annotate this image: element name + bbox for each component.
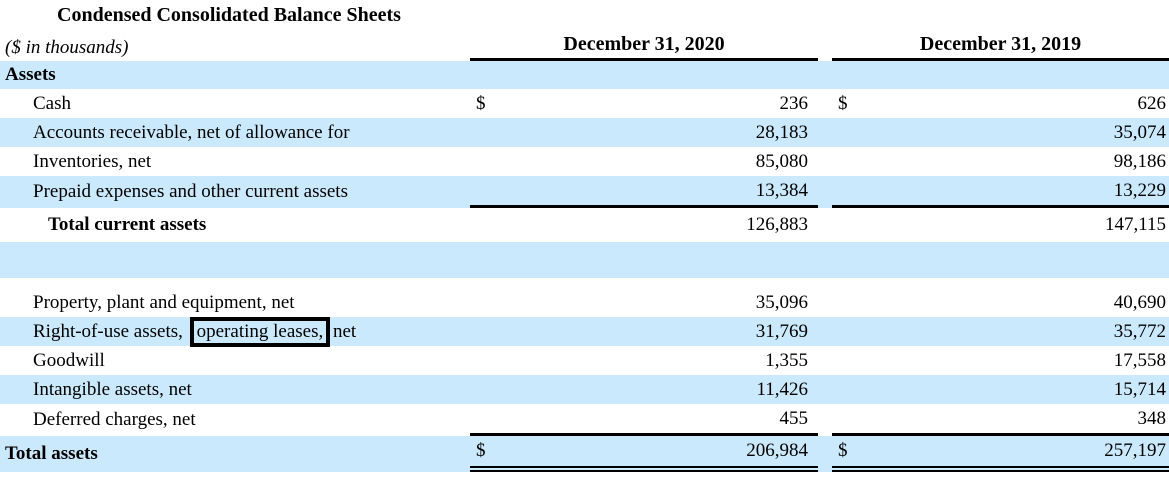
units-note: ($ in thousands)	[5, 37, 129, 58]
value-2020: 11,426	[756, 378, 808, 400]
currency-symbol: $	[476, 440, 486, 461]
row-label-suffix: net	[333, 320, 357, 342]
column-header-2020: December 31, 2020	[470, 30, 818, 61]
row-label: Accounts receivable, net of allowance fo…	[33, 121, 350, 143]
column-header-2019: December 31, 2019	[832, 30, 1169, 61]
value-2020: 35,096	[755, 291, 808, 313]
row-label-prefix: Right-of-use assets,	[33, 320, 183, 342]
row-label: Cash	[33, 92, 71, 114]
table-header-row: ($ in thousands) December 31, 2020 Decem…	[0, 30, 1169, 61]
boxed-text: operating leases,	[196, 320, 324, 342]
row-label: Prepaid expenses and other current asset…	[33, 181, 348, 202]
value-2019: 98,186	[1113, 150, 1166, 172]
table-row-right-of-use-assets: Right-of-use assets, operating leases, n…	[0, 316, 1169, 348]
currency-symbol: $	[476, 92, 486, 114]
value-2019: 147,115	[1104, 214, 1166, 235]
value-2020: 31,769	[755, 320, 808, 342]
empty-row	[0, 278, 1169, 288]
empty-row	[0, 242, 1169, 278]
page-title: Condensed Consolidated Balance Sheets	[57, 3, 401, 26]
value-2020: 1,355	[765, 349, 808, 371]
value-2019: 17,558	[1113, 349, 1166, 371]
row-label: Goodwill	[33, 349, 105, 371]
value-2019: 40,690	[1113, 291, 1166, 313]
table-row-property-plant-equipment: Property, plant and equipment, net 35,09…	[0, 288, 1169, 317]
table-row-deferred-charges: Deferred charges, net 455 348	[0, 404, 1169, 436]
value-2020: 455	[779, 407, 809, 429]
row-label: Right-of-use assets, operating leases, n…	[0, 316, 470, 348]
value-2019: 348	[1137, 407, 1167, 429]
value-2020: 13,384	[755, 179, 808, 201]
currency-symbol: $	[838, 440, 848, 461]
currency-symbol: $	[838, 92, 848, 114]
value-2020: 126,883	[746, 214, 808, 235]
row-label: Intangible assets, net	[33, 378, 192, 400]
value-2019: 35,772	[1113, 320, 1166, 342]
row-label: Inventories, net	[33, 150, 152, 172]
row-label: Total assets	[5, 443, 98, 464]
value-2020: 236	[779, 92, 809, 114]
table-row-intangible-assets: Intangible assets, net 11,426 15,714	[0, 375, 1169, 404]
value-2020: 28,183	[755, 121, 808, 143]
annotation-box[interactable]: operating leases,	[189, 316, 331, 348]
value-2019: 257,197	[1104, 440, 1166, 461]
value-2020: 206,984	[746, 440, 808, 461]
table-row-total-assets: Total assets $206,984 $257,197	[0, 436, 1169, 472]
section-header-assets: Assets	[0, 61, 1169, 89]
value-2020: 85,080	[755, 150, 808, 172]
table-row-accounts-receivable: Accounts receivable, net of allowance fo…	[0, 118, 1169, 147]
section-label: Assets	[5, 64, 56, 85]
value-2019: 35,074	[1113, 121, 1166, 143]
row-label: Deferred charges, net	[33, 409, 196, 430]
table-row-total-current-assets: Total current assets 126,883 147,115	[0, 208, 1169, 242]
value-2019: 15,714	[1113, 378, 1166, 400]
table-row-inventories: Inventories, net 85,080 98,186	[0, 147, 1169, 176]
table-row-cash: Cash $236 $626	[0, 89, 1169, 118]
table-row-goodwill: Goodwill 1,355 17,558	[0, 346, 1169, 375]
value-2019: 626	[1137, 92, 1167, 114]
table-row-prepaid-expenses: Prepaid expenses and other current asset…	[0, 176, 1169, 208]
value-2019: 13,229	[1113, 179, 1166, 201]
row-label: Total current assets	[48, 214, 207, 235]
row-label: Property, plant and equipment, net	[33, 291, 295, 313]
